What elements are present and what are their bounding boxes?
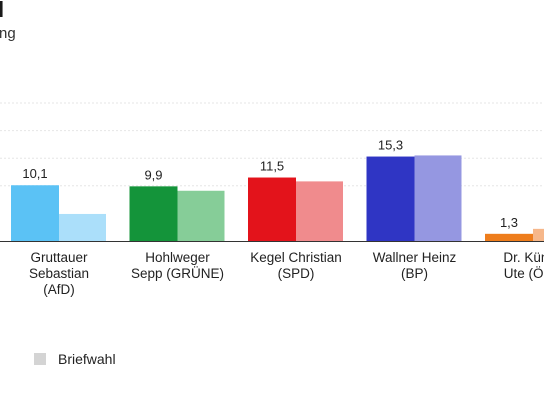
bar-briefwahl-2 — [296, 181, 343, 241]
bar-series1-3 — [366, 156, 415, 241]
category-label-2: Kegel Christian (SPD) — [250, 250, 342, 281]
bar-series1-4 — [485, 233, 533, 241]
category-label-4: Dr. KünkeUte (ÖDP — [503, 250, 544, 281]
value-label-4: 1,3 — [500, 215, 518, 230]
bar-series1-2 — [248, 177, 296, 241]
value-label-2: 11,5 — [260, 159, 284, 174]
category-label-0: Gruttauer Sebastian (AfD) — [29, 250, 89, 297]
bar-briefwahl-0 — [59, 213, 106, 241]
chart-title: l — [0, 0, 5, 22]
value-label-1: 9,9 — [144, 167, 162, 182]
category-labels: Gruttauer Sebastian (AfD) Hohlweger Sepp (GR… — [29, 250, 544, 297]
bar-briefwahl-1 — [177, 190, 225, 241]
bar-series1-1 — [129, 186, 178, 241]
category-label-3: Wallner Heinz (BP) — [373, 250, 457, 281]
bar-briefwahl-4 — [533, 228, 544, 241]
bar-briefwahl-3 — [414, 155, 462, 241]
value-labels: 10,1 9,9 11,5 15,3 1,3 — [22, 138, 518, 230]
bars — [11, 155, 544, 241]
value-label-0: 10,1 — [22, 166, 47, 181]
value-label-3: 15,3 — [378, 138, 403, 153]
legend-swatch-briefwahl — [34, 353, 46, 365]
legend: Briefwahl — [34, 351, 116, 367]
legend-label-briefwahl: Briefwahl — [58, 351, 116, 367]
chart-subtitle: ng — [0, 25, 16, 42]
bar-series1-0 — [11, 185, 59, 241]
category-label-1: Hohlweger Sepp (GRÜNE) — [131, 250, 224, 281]
bar-chart: 10,1 9,9 11,5 15,3 1,3 Gruttauer Sebastian (Af… — [0, 102, 544, 297]
